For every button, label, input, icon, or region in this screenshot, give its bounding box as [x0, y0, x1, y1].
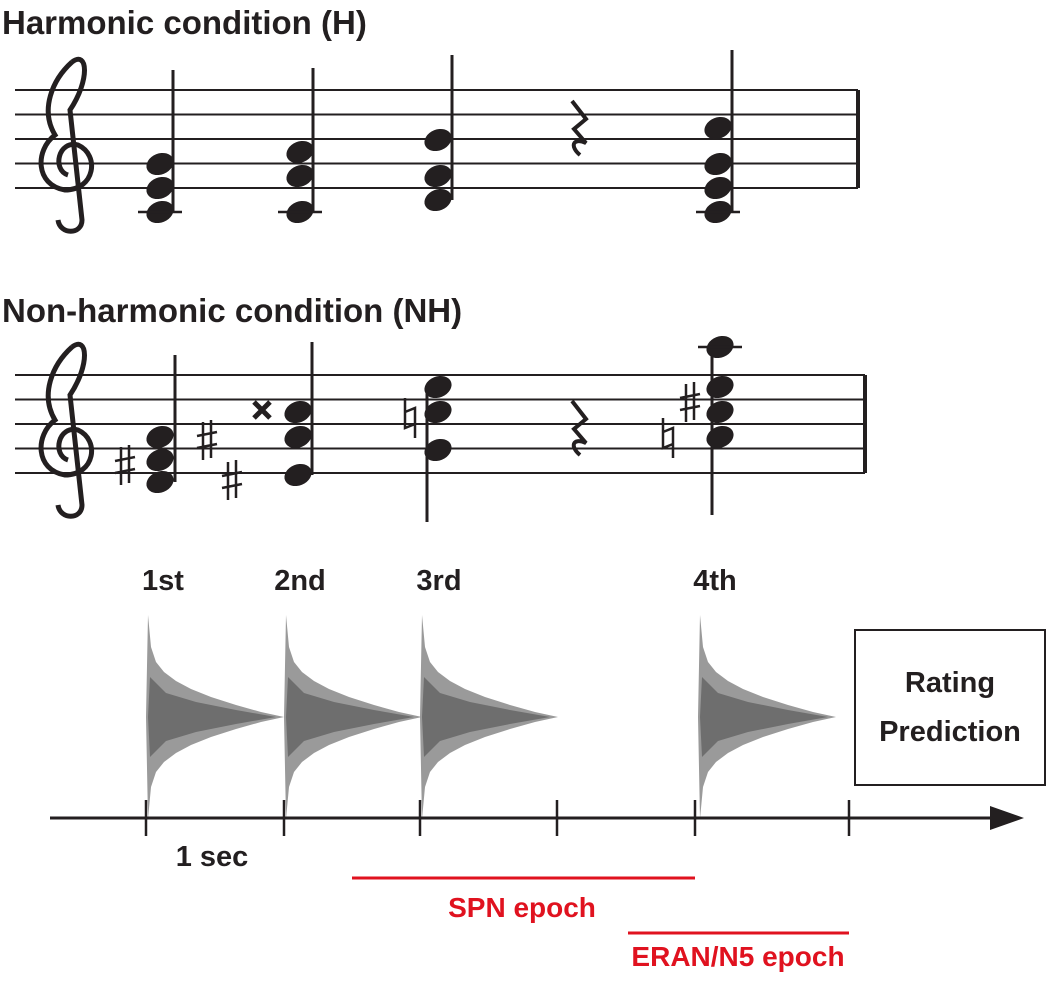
- chord-label: 4th: [693, 565, 737, 597]
- notehead: [146, 448, 174, 472]
- natural: [403, 398, 417, 438]
- nonharmonic-title: Non-harmonic condition (NH): [2, 292, 462, 329]
- harmonic-title: Harmonic condition (H): [2, 4, 367, 41]
- epoch-label: SPN epoch: [448, 892, 596, 923]
- sharp: [221, 460, 243, 500]
- sharp: [196, 420, 218, 460]
- notehead: [146, 152, 174, 176]
- notehead: [424, 375, 452, 399]
- rest: [570, 99, 589, 157]
- waveform: [420, 615, 558, 819]
- double-sharp: [252, 400, 272, 420]
- box-text: Prediction: [879, 716, 1021, 748]
- interval-label: 1 sec: [176, 841, 249, 873]
- waveform: [146, 615, 284, 819]
- rating-box: [854, 629, 1046, 786]
- box-text: Rating: [905, 667, 995, 699]
- natural: [661, 418, 675, 458]
- treble-clef: [38, 342, 95, 519]
- notehead: [284, 425, 312, 449]
- notehead: [706, 400, 734, 424]
- treble-clef: [38, 57, 95, 234]
- chord-label: 2nd: [274, 565, 326, 597]
- waveform: [698, 615, 836, 819]
- notehead: [706, 425, 734, 449]
- notehead: [704, 116, 732, 140]
- time-ticks: [144, 800, 851, 836]
- notehead: [424, 164, 452, 188]
- notehead: [704, 176, 732, 200]
- chord-label: 1st: [142, 565, 184, 597]
- sharp: [679, 382, 701, 422]
- chord-label: 3rd: [416, 565, 461, 597]
- notehead: [146, 470, 174, 494]
- staves: [15, 50, 867, 522]
- notehead: [424, 128, 452, 152]
- notehead: [286, 140, 314, 164]
- notehead: [424, 438, 452, 462]
- notehead: [424, 188, 452, 212]
- notehead: [146, 176, 174, 200]
- notehead: [146, 425, 174, 449]
- sharp: [114, 445, 136, 485]
- notehead: [424, 400, 452, 424]
- arrow-head: [990, 806, 1024, 830]
- notehead: [704, 152, 732, 176]
- epoch-label: ERAN/N5 epoch: [631, 941, 844, 972]
- rest: [570, 399, 589, 457]
- notehead: [284, 463, 312, 487]
- waveforms: [146, 615, 836, 819]
- notehead: [706, 375, 734, 399]
- notehead: [284, 400, 312, 424]
- waveform: [284, 615, 422, 819]
- notehead: [286, 164, 314, 188]
